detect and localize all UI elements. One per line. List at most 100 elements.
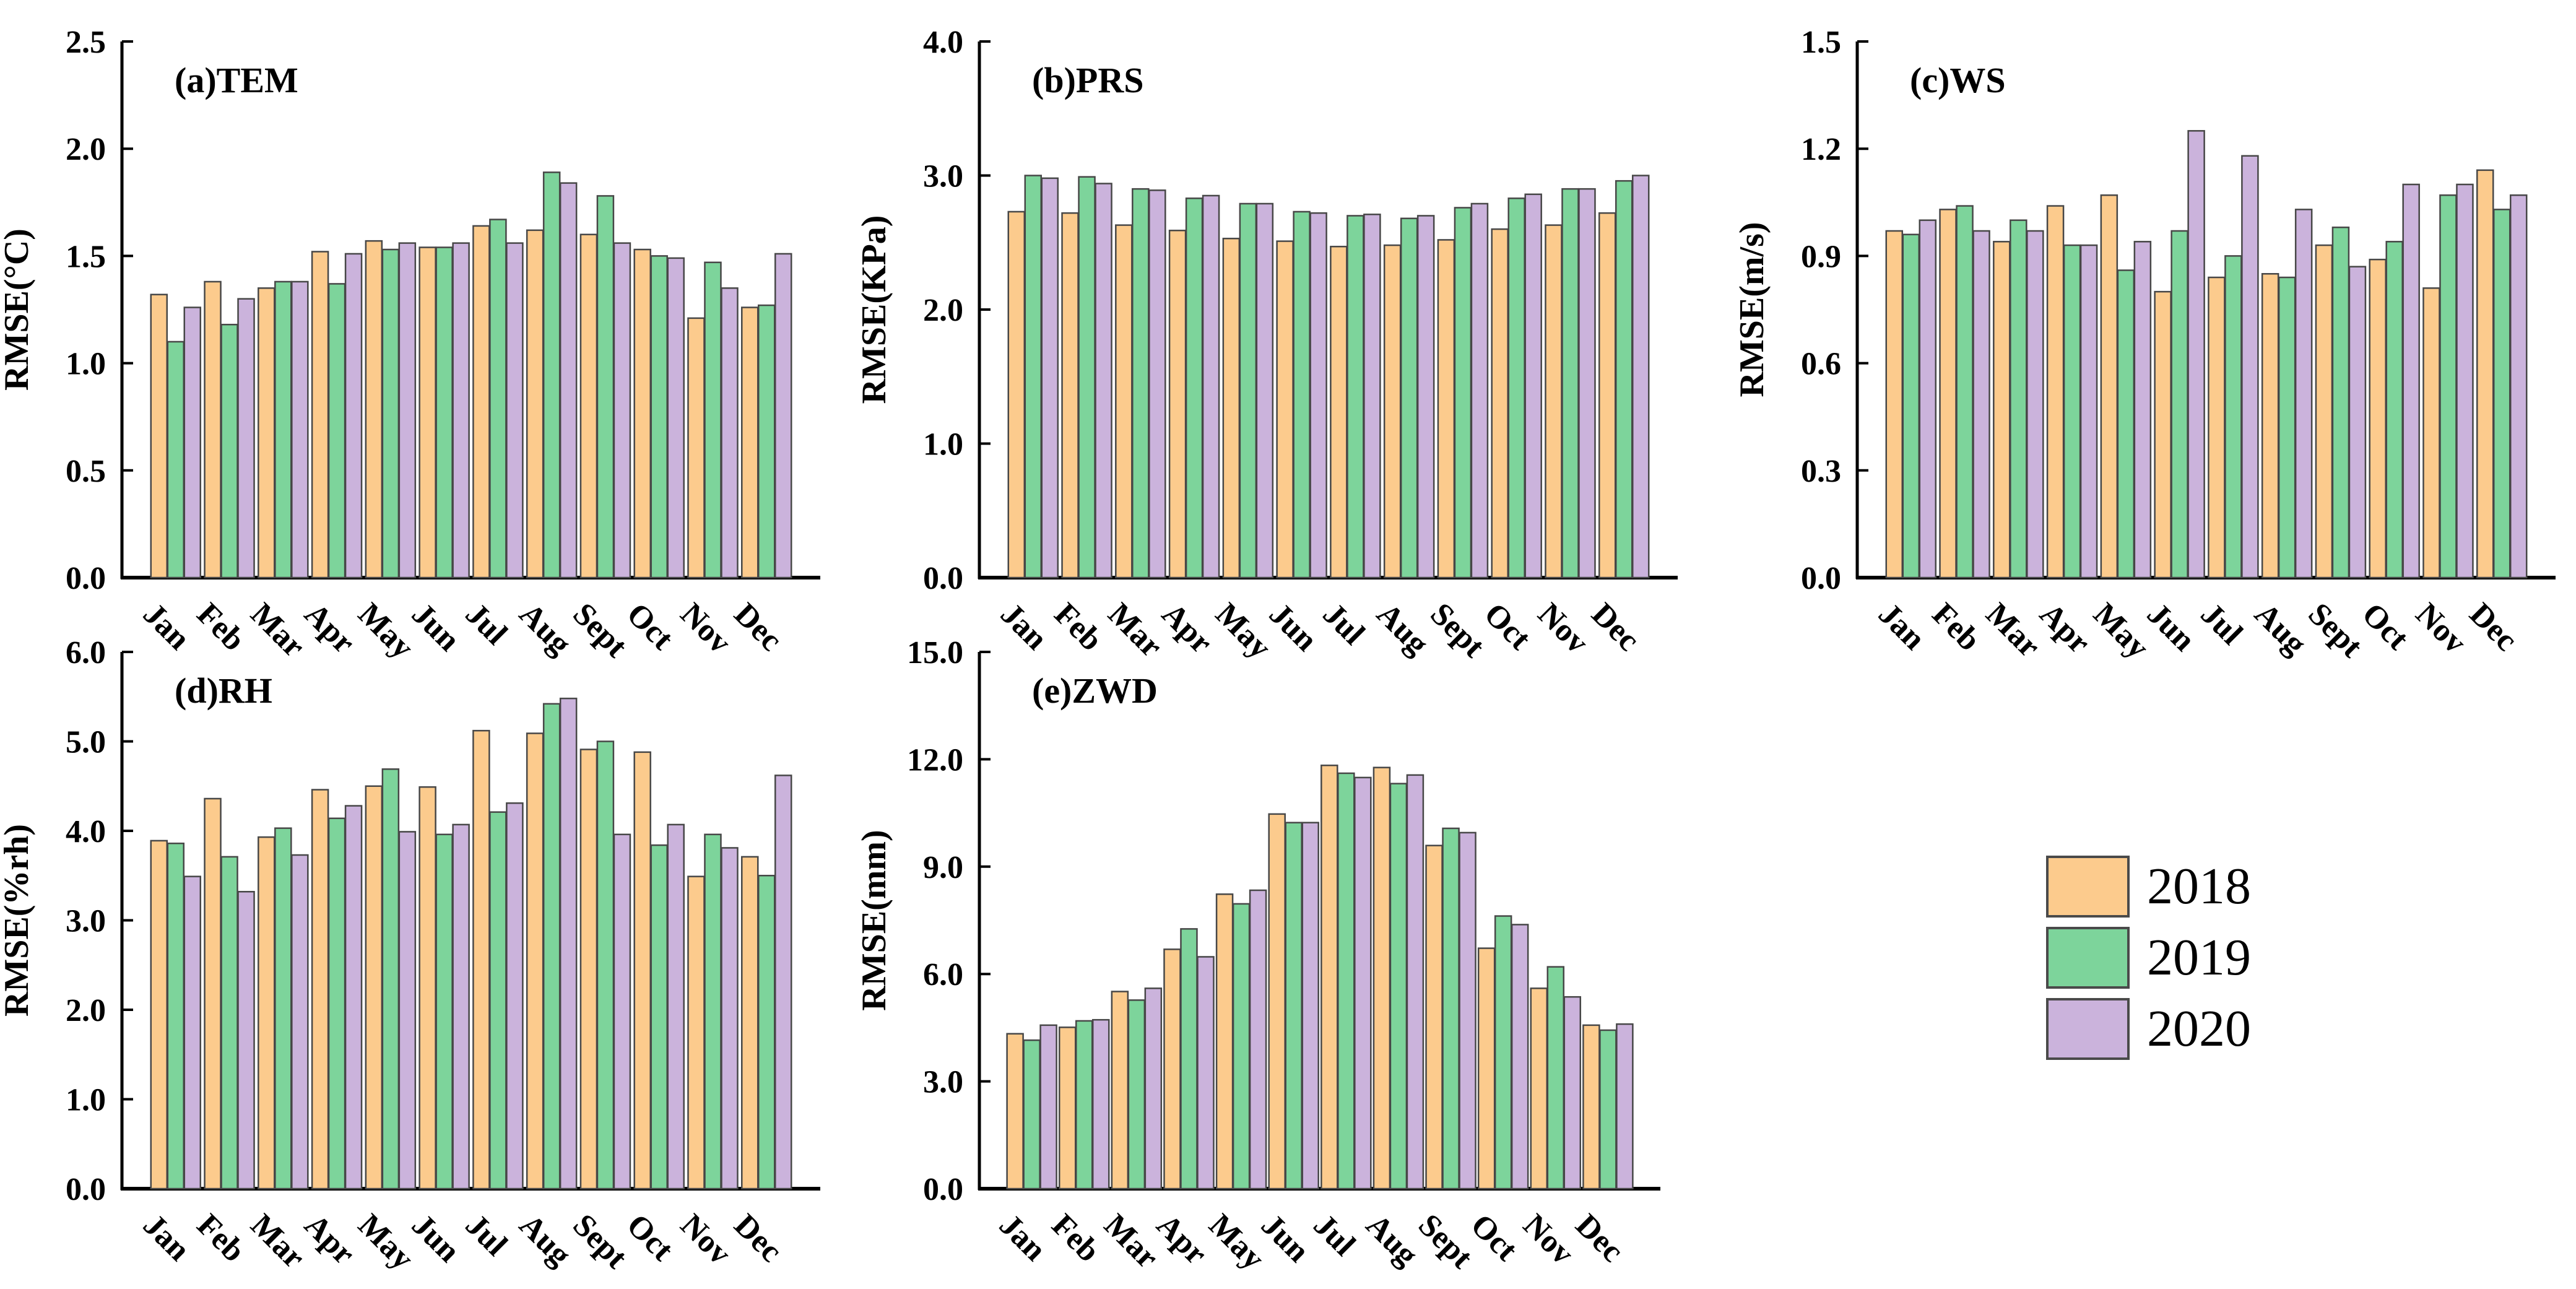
bar-2019-Jun xyxy=(435,833,453,1190)
bar-2020-Jun xyxy=(1301,822,1319,1190)
bar-2019-Oct xyxy=(650,255,668,579)
bar-2020-Mar xyxy=(1144,987,1163,1190)
y-axis-title: RMSE(m/s) xyxy=(1733,222,1771,397)
y-tick-label: 15.0 xyxy=(907,635,963,671)
bar-2019-Jan xyxy=(1902,233,1920,579)
bar-2018-Aug xyxy=(1383,244,1402,579)
x-tick-label: Sept xyxy=(2301,596,2369,664)
x-tick-label: Oct xyxy=(620,1207,680,1268)
bar-2018-Mar xyxy=(1111,991,1129,1190)
x-tick-label: Nov xyxy=(674,1207,738,1272)
x-tick-label: Oct xyxy=(2355,596,2416,657)
bar-2019-Aug xyxy=(542,171,561,579)
bar-2020-Oct xyxy=(2402,183,2420,579)
x-tick-label: Mar xyxy=(1097,1207,1165,1275)
legend-swatch-2020 xyxy=(2046,998,2130,1060)
bar-2020-Aug xyxy=(559,182,578,579)
bar-2020-Jun xyxy=(2187,130,2205,579)
bar-2018-Apr xyxy=(1163,948,1181,1190)
chart-prs: 0.01.02.03.04.0JanFebMarAprMayJunJulAugS… xyxy=(855,25,1678,666)
bar-2019-May xyxy=(2117,269,2135,579)
x-tick-label: Dec xyxy=(727,1207,789,1269)
bar-2019-Oct xyxy=(1494,915,1512,1190)
bar-2020-Aug xyxy=(2294,209,2313,579)
bar-2020-Sept xyxy=(613,833,631,1190)
bar-2019-Sept xyxy=(596,740,615,1190)
bar-2019-Jul xyxy=(2224,255,2242,579)
chart-tem: 0.00.51.01.52.02.5JanFebMarAprMayJunJulA… xyxy=(0,25,820,666)
bar-2018-Jan xyxy=(1885,230,1904,579)
bar-2020-Jan xyxy=(183,875,202,1190)
bar-2019-Jan xyxy=(167,842,185,1190)
bar-2019-Jul xyxy=(489,811,507,1190)
y-tick-label: 0.6 xyxy=(1801,347,1841,382)
panel-title: (c)WS xyxy=(1910,60,2006,100)
bar-2018-Jul xyxy=(472,729,490,1190)
x-tick-label: May xyxy=(2086,596,2156,666)
bar-2019-Dec xyxy=(2492,209,2511,579)
bar-2019-Jun xyxy=(435,246,453,579)
legend-swatch-2019 xyxy=(2046,927,2130,989)
bar-2018-Apr xyxy=(311,789,329,1190)
bar-2019-Jun xyxy=(2171,230,2188,579)
x-tick-label: Feb xyxy=(1925,596,1987,658)
bar-2020-Nov xyxy=(721,847,739,1190)
bar-2018-Dec xyxy=(1598,212,1616,579)
bar-2018-Feb xyxy=(1939,209,1957,579)
bar-2020-Jun xyxy=(1309,212,1327,579)
bar-2019-Jul xyxy=(1337,772,1355,1190)
x-tick-label: Jul xyxy=(459,1207,514,1262)
bar-2019-May xyxy=(1239,202,1257,579)
bar-2018-Oct xyxy=(1491,228,1509,579)
y-tick-label: 0.0 xyxy=(66,561,106,596)
bar-2018-May xyxy=(365,240,383,579)
x-tick-label: Jul xyxy=(1307,1207,1362,1262)
bar-2020-Jul xyxy=(506,242,524,579)
bar-2018-Jun xyxy=(2154,290,2172,579)
x-tick-label: Sept xyxy=(1412,1207,1480,1275)
bar-2019-Nov xyxy=(2439,194,2457,579)
bar-2020-Dec xyxy=(1631,175,1650,579)
bar-2018-Feb xyxy=(204,797,222,1190)
y-axis-title: RMSE(mm) xyxy=(855,830,893,1010)
bar-2018-Aug xyxy=(2261,273,2279,579)
y-tick-label: 2.0 xyxy=(66,993,106,1028)
bar-2018-Mar xyxy=(258,287,275,579)
y-tick-label: 9.0 xyxy=(923,850,963,885)
bar-2020-May xyxy=(2133,241,2152,579)
bar-2018-Feb xyxy=(1058,1026,1077,1190)
bar-2020-Apr xyxy=(1202,194,1220,579)
bar-2020-Jul xyxy=(506,802,524,1190)
x-tick-label: May xyxy=(351,1207,420,1277)
bar-2019-Jan xyxy=(167,341,185,579)
x-tick-label: Mar xyxy=(244,1207,312,1275)
x-tick-label: Apr xyxy=(2033,596,2097,661)
y-tick-label: 0.5 xyxy=(66,454,106,489)
bar-2020-Jul xyxy=(1363,214,1381,579)
y-tick-label: 3.0 xyxy=(923,1065,963,1100)
bar-2018-Jun xyxy=(418,246,436,579)
bar-2020-Dec xyxy=(1616,1023,1634,1190)
bar-2019-Jul xyxy=(489,219,507,579)
y-axis-title: RMSE(°C) xyxy=(0,228,36,391)
bar-2020-Jan xyxy=(1039,1024,1057,1190)
bar-2020-May xyxy=(1249,889,1267,1190)
bar-2018-Jul xyxy=(1330,245,1348,579)
x-tick-label: Feb xyxy=(1045,1207,1107,1269)
bar-2020-Sept xyxy=(1470,202,1489,579)
bar-2020-Feb xyxy=(1095,183,1112,579)
bar-2018-Aug xyxy=(1373,766,1391,1190)
x-tick-label: Dec xyxy=(2463,596,2525,658)
bar-2018-Sept xyxy=(579,749,598,1190)
bar-2020-Dec xyxy=(774,253,792,579)
x-tick-label: Jul xyxy=(459,596,514,651)
y-tick-label: 0.0 xyxy=(66,1172,106,1207)
bar-2018-Jul xyxy=(2208,276,2226,579)
y-tick-label: 1.5 xyxy=(1801,25,1841,60)
bar-2018-Jul xyxy=(1321,764,1338,1190)
y-tick-label: 1.0 xyxy=(923,427,963,462)
bar-2018-May xyxy=(2100,194,2118,579)
bar-2018-Jan xyxy=(1007,210,1026,579)
bar-2018-Sept xyxy=(579,233,598,579)
bar-2018-Apr xyxy=(1168,230,1187,579)
